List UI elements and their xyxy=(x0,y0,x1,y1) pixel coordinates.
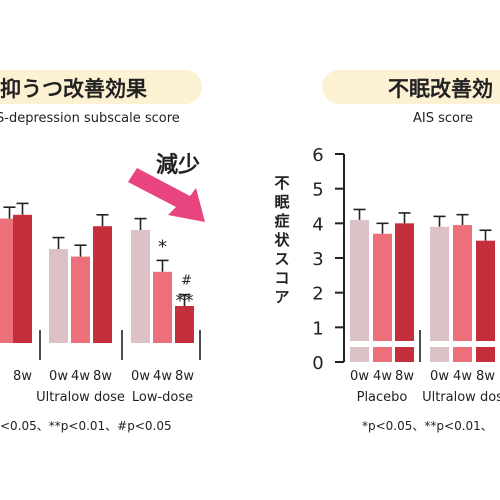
left-chart-title: 抑うつ改善効果 xyxy=(0,77,147,101)
left-significance-mark: # xyxy=(181,274,192,289)
right-group-label: Placebo xyxy=(357,390,408,405)
right-x-tick-label: 8w xyxy=(476,369,495,384)
right-x-tick-label: 4w xyxy=(453,369,472,384)
left-bar-1-8w xyxy=(93,226,112,344)
right-y-axis-label-char: 症 xyxy=(274,212,289,230)
decrease-arrow xyxy=(128,168,205,222)
right-y-tick-label: 0 xyxy=(312,353,323,374)
left-x-tick-label: 8w xyxy=(175,369,194,384)
right-y-tick-label: 6 xyxy=(312,145,323,166)
left-bar-1-4w xyxy=(71,256,90,344)
right-x-tick-label: 0w xyxy=(350,369,369,384)
left-axis-break xyxy=(0,343,210,349)
right-y-tick-label: 2 xyxy=(312,284,323,305)
right-chart-title: 不眠改善効 xyxy=(388,77,493,101)
right-x-tick-label: 0w xyxy=(430,369,449,384)
title-pill xyxy=(0,70,202,104)
left-x-tick-label: 0w xyxy=(131,369,150,384)
right-bar-1-4w xyxy=(453,225,472,362)
right-x-tick-label: 4w xyxy=(373,369,392,384)
right-y-axis-label-char: 眠 xyxy=(274,193,289,211)
right-bar-0-8w xyxy=(395,223,414,362)
left-bar-1-0w xyxy=(49,249,68,344)
left-chart-subtitle: S-depression subscale score xyxy=(0,111,180,126)
left-bar-2-8w xyxy=(175,306,194,344)
left-footnote: <0.05、**p<0.01、#p<0.05 xyxy=(0,419,172,433)
left-bar-2-0w xyxy=(131,230,150,344)
decrease-label: 減少 xyxy=(156,153,200,178)
right-bar-0-4w xyxy=(373,233,392,362)
right-group-label: Ultralow dos xyxy=(422,390,500,405)
right-chart-subtitle: AIS score xyxy=(413,111,473,126)
right-y-tick-label: 5 xyxy=(312,180,323,201)
right-bar-0-0w xyxy=(350,219,369,362)
right-y-tick-label: 4 xyxy=(312,214,323,235)
right-axis-break xyxy=(346,341,500,347)
left-x-tick-label: 4w xyxy=(153,369,172,384)
right-bar-1-0w xyxy=(430,226,449,362)
title-pill xyxy=(322,70,500,104)
left-significance-mark: * xyxy=(158,236,167,257)
left-x-tick-label: 0w xyxy=(49,369,68,384)
right-bar-1-8w xyxy=(476,240,495,362)
left-group-label: Ultralow dose xyxy=(36,390,125,405)
left-bar-0-8w xyxy=(13,214,32,344)
right-y-axis-label-char: コ xyxy=(274,269,289,287)
right-y-axis-label-char: 不 xyxy=(274,174,289,192)
left-group-label: Low-dose xyxy=(132,390,193,405)
left-x-tick-label: 4w xyxy=(71,369,90,384)
left-x-tick-label: 8w xyxy=(93,369,112,384)
right-y-axis-label-char: 状 xyxy=(274,231,290,249)
right-footnote: *p<0.05、**p<0.01、 xyxy=(362,419,493,433)
right-y-axis-label-char: ア xyxy=(274,288,289,306)
left-significance-mark: ** xyxy=(176,291,194,312)
left-bar-2-4w xyxy=(153,271,172,344)
right-y-axis-label-char: ス xyxy=(274,250,289,268)
right-y-tick-label: 3 xyxy=(312,249,323,270)
right-y-tick-label: 1 xyxy=(312,318,323,339)
right-x-tick-label: 8w xyxy=(395,369,414,384)
left-x-tick-label: 8w xyxy=(13,369,32,384)
